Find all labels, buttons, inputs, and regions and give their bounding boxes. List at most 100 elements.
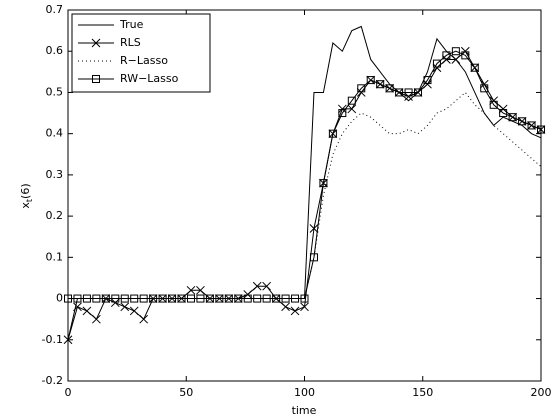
point-marker — [168, 294, 177, 303]
point-marker — [366, 76, 375, 85]
point-marker — [224, 294, 233, 303]
y-label-sub: t — [25, 199, 34, 202]
legend-label: R−Lasso — [120, 54, 168, 67]
point-marker — [92, 294, 101, 303]
point-marker — [92, 314, 101, 324]
point-marker — [196, 285, 205, 295]
x-tick-label: 150 — [412, 386, 433, 399]
point-marker — [489, 100, 498, 109]
point-marker — [356, 88, 366, 97]
point-marker — [120, 294, 129, 303]
point-marker — [309, 253, 318, 262]
point-marker — [158, 294, 167, 303]
point-marker — [262, 294, 271, 303]
point-marker — [338, 109, 347, 118]
point-marker — [281, 294, 290, 303]
x-tick-label: 200 — [531, 386, 552, 399]
point-marker — [404, 92, 413, 101]
point-marker — [451, 55, 461, 64]
legend-label: RLS — [120, 36, 141, 49]
point-marker — [215, 294, 224, 303]
point-marker — [432, 59, 441, 68]
point-marker — [498, 104, 508, 114]
y-tick-label: 0.7 — [46, 3, 64, 16]
y-tick-label: 0.5 — [46, 85, 64, 98]
point-marker — [110, 298, 120, 308]
point-marker — [470, 63, 479, 72]
point-marker — [423, 79, 432, 89]
plot-frame — [67, 9, 542, 382]
point-marker — [395, 88, 404, 97]
y-tick-label: 0.3 — [46, 168, 64, 181]
point-marker — [234, 294, 243, 303]
point-marker — [499, 109, 508, 118]
point-marker — [423, 76, 432, 85]
point-marker — [414, 88, 423, 97]
y-tick-label: 0 — [56, 292, 63, 305]
x-tick-label: 0 — [65, 386, 72, 399]
x-tick-label: 50 — [179, 386, 193, 399]
legend-label: RW−Lasso — [120, 72, 179, 85]
point-marker — [442, 55, 451, 64]
point-marker — [111, 294, 120, 303]
point-marker — [252, 281, 262, 291]
point-marker — [281, 302, 290, 312]
point-marker — [337, 104, 347, 114]
point-marker — [82, 294, 91, 303]
point-marker — [518, 117, 527, 126]
point-marker — [319, 179, 328, 188]
point-marker — [130, 294, 139, 303]
point-marker — [129, 306, 139, 316]
point-marker — [73, 302, 82, 312]
legend-marker — [92, 75, 100, 83]
y-tick-label: -0.2 — [42, 374, 63, 387]
point-marker — [243, 294, 252, 303]
point-marker — [432, 63, 442, 73]
point-marker — [461, 51, 470, 60]
point-marker — [205, 294, 214, 303]
point-marker — [82, 306, 92, 316]
y-label-rest: (6) — [19, 183, 32, 199]
point-marker — [309, 224, 319, 233]
y-tick-label: 0.1 — [46, 250, 64, 263]
point-marker — [290, 306, 300, 316]
y-tick-label: -0.1 — [42, 333, 63, 346]
point-marker — [73, 294, 82, 303]
point-marker — [186, 294, 195, 303]
point-marker — [376, 80, 385, 89]
point-marker — [262, 281, 272, 291]
point-marker — [347, 104, 357, 114]
point-marker — [101, 294, 110, 303]
point-marker — [149, 294, 158, 303]
y-tick-label: 0.6 — [46, 44, 64, 57]
y-label-base: x — [19, 202, 32, 209]
point-marker — [480, 84, 489, 93]
point-marker — [451, 47, 460, 56]
point-marker — [300, 302, 309, 312]
y-tick-label: 0.4 — [46, 127, 64, 140]
point-marker — [177, 294, 186, 303]
y-axis-label: xt(6) — [19, 183, 34, 208]
point-marker — [272, 294, 281, 303]
point-marker — [508, 113, 517, 122]
point-marker — [489, 96, 499, 106]
point-marker — [120, 302, 130, 312]
legend-label: True — [119, 18, 144, 31]
point-marker — [300, 294, 309, 303]
point-marker — [139, 314, 149, 324]
point-marker — [527, 121, 536, 130]
point-marker — [243, 290, 253, 299]
x-tick-label: 100 — [294, 386, 315, 399]
point-marker — [328, 129, 337, 138]
point-marker — [139, 294, 148, 303]
x-axis-label: time — [292, 404, 317, 417]
point-marker — [404, 88, 413, 97]
point-marker — [357, 84, 366, 93]
point-marker — [196, 294, 205, 303]
point-marker — [442, 51, 451, 60]
point-marker — [347, 96, 356, 105]
point-marker — [291, 294, 300, 303]
legend-marker — [91, 38, 101, 48]
point-marker — [253, 294, 262, 303]
